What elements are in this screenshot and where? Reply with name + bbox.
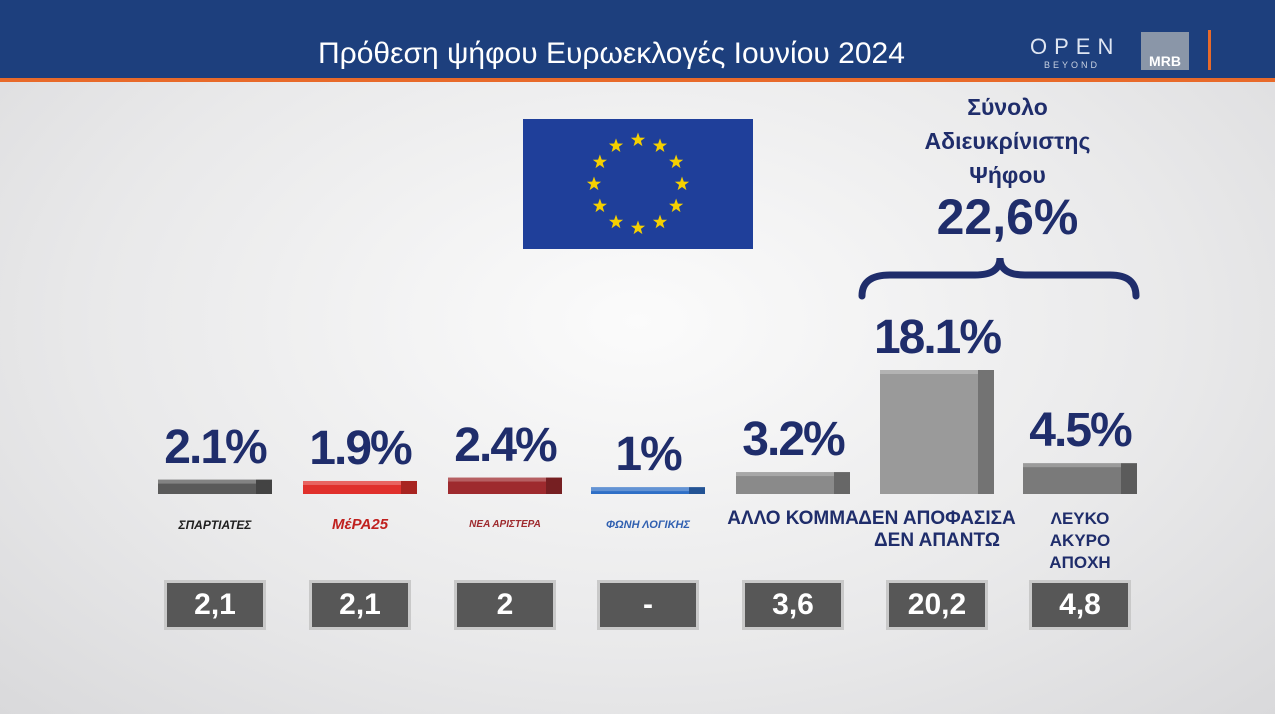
bar-highlight xyxy=(448,477,546,482)
bar xyxy=(880,370,994,494)
bar-side xyxy=(256,479,272,494)
bar xyxy=(1023,463,1137,494)
star xyxy=(669,154,684,169)
value-label: 2.1% xyxy=(164,420,267,474)
bar-highlight xyxy=(591,487,689,492)
bar-side xyxy=(978,370,994,494)
star xyxy=(630,220,646,235)
bar-highlight xyxy=(1023,463,1121,468)
category-label: ΝΕΑ ΑΡΙΣΤΕΡΑ xyxy=(469,519,541,530)
previous-value: 2,1 xyxy=(309,580,411,630)
bar xyxy=(591,487,705,494)
category-label: ΑΛΛΟ ΚΟΜΜΑ xyxy=(727,508,859,529)
value-label: 3.2% xyxy=(742,413,845,467)
value-label: 1% xyxy=(615,428,682,482)
star xyxy=(592,154,607,169)
bar-highlight xyxy=(736,472,834,477)
previous-value: 4,8 xyxy=(1029,580,1131,630)
flag-stars xyxy=(586,132,690,235)
bar-side xyxy=(1121,463,1137,494)
mrb-box xyxy=(1141,32,1189,70)
bar xyxy=(158,479,272,494)
category-label: ΔΕΝ ΑΠΟΦΑΣΙΣΑ ΔΕΝ ΑΠΑΝΤΩ xyxy=(858,508,1016,551)
bar-side xyxy=(546,477,562,494)
value-label: 2.4% xyxy=(454,418,557,472)
previous-value: 3,6 xyxy=(742,580,844,630)
previous-value: - xyxy=(597,580,699,630)
logo-mrb: MRB xyxy=(1149,53,1181,69)
star xyxy=(669,198,684,213)
annotation-text: Σύνολο Αδιευκρίνιστης Ψήφου xyxy=(924,94,1091,188)
category-label: ΣΠΑΡΤΙΑΤΕΣ xyxy=(178,518,252,532)
bar-side xyxy=(401,480,417,494)
header-bar xyxy=(0,0,1275,78)
header-rule xyxy=(0,78,1275,82)
star xyxy=(652,214,668,229)
category-label: ΛΕΥΚΟ ΑΚΥΡΟ ΑΠΟΧΗ xyxy=(1049,509,1111,572)
previous-value: 2,1 xyxy=(164,580,266,630)
bar-highlight xyxy=(303,480,401,485)
brace xyxy=(858,257,1140,300)
logo-beyond: BEYOND xyxy=(1044,60,1100,70)
bar xyxy=(303,480,417,494)
bar xyxy=(448,477,562,494)
annotation-total: 22,6% xyxy=(936,189,1079,245)
bar-highlight xyxy=(158,479,256,484)
star xyxy=(652,138,668,152)
bar xyxy=(736,472,850,494)
bar-highlight xyxy=(880,370,978,374)
star xyxy=(608,214,624,229)
bar-side xyxy=(834,472,850,494)
category-label: ΜέΡΑ25 xyxy=(331,516,389,533)
divider xyxy=(1208,30,1211,70)
logo-open: OPEN xyxy=(1030,34,1120,59)
star xyxy=(608,138,624,152)
star xyxy=(592,198,607,213)
previous-value: 2 xyxy=(454,580,556,630)
title: Πρόθεση ψήφου Ευρωεκλογές Ιουνίου 2024 xyxy=(318,37,905,70)
category-label: ΦΩΝΗ ΛΟΓΙΚΗΣ xyxy=(606,519,690,531)
value-label: 1.9% xyxy=(309,421,412,475)
value-label: 4.5% xyxy=(1029,404,1132,458)
star xyxy=(630,132,646,147)
value-label: 18.1% xyxy=(873,311,1002,364)
previous-value: 20,2 xyxy=(886,580,988,630)
bar-side xyxy=(689,487,705,494)
star xyxy=(674,176,690,191)
star xyxy=(586,176,602,191)
